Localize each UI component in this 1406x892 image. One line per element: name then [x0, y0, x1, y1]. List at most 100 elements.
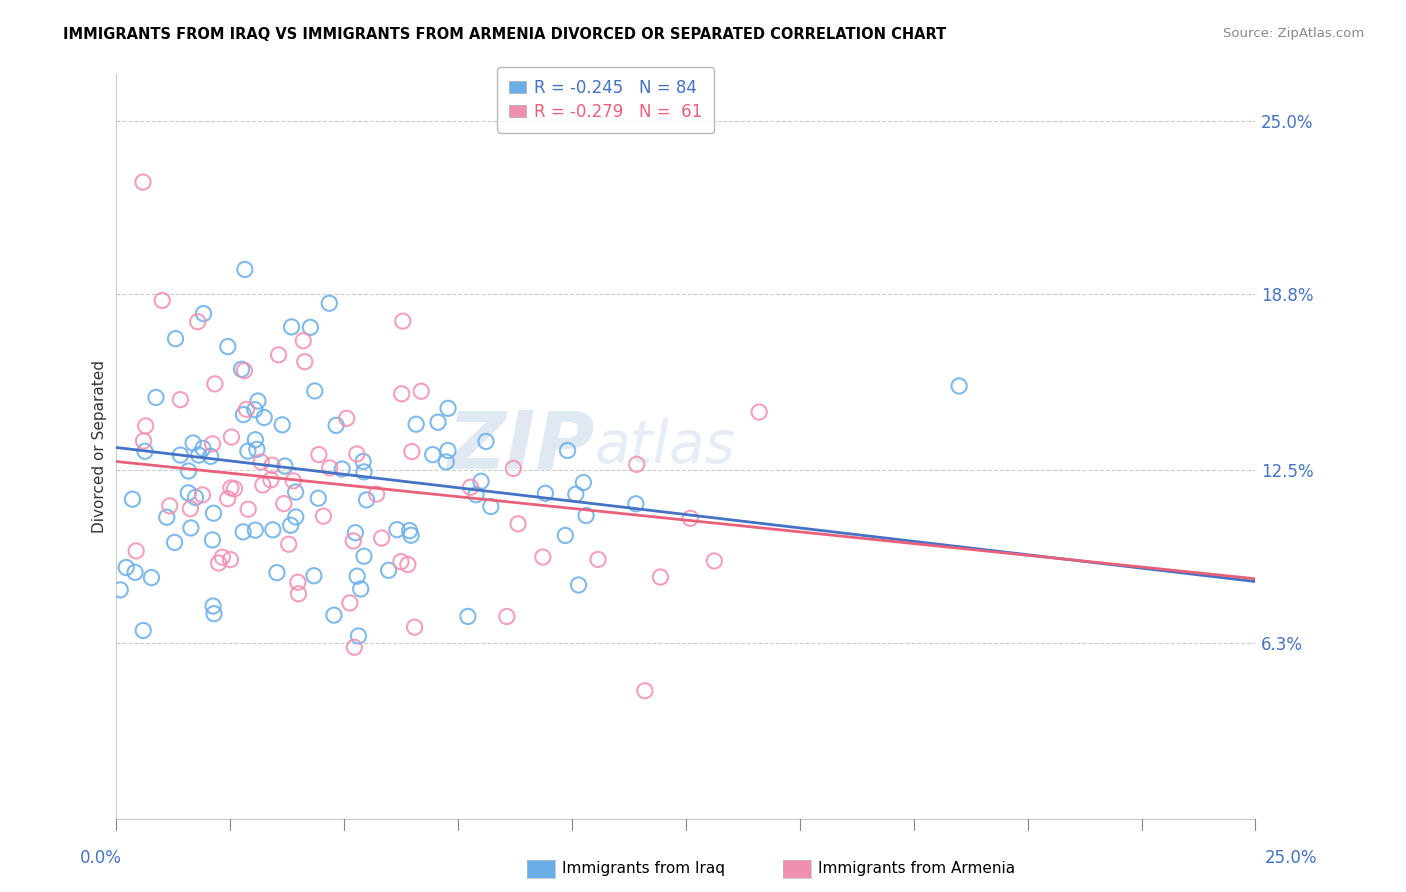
Point: [343, 640, 366, 655]
Text: 0.0%: 0.0%: [80, 849, 122, 867]
Point: [470, 475, 492, 489]
Point: [287, 587, 309, 601]
Point: [245, 523, 267, 537]
Point: [287, 575, 309, 590]
Point: [336, 411, 359, 425]
Point: [703, 554, 725, 568]
Point: [224, 482, 246, 496]
Text: Immigrants from Iraq: Immigrants from Iraq: [562, 862, 725, 876]
Point: [427, 415, 450, 429]
Point: [565, 487, 588, 501]
Point: [181, 436, 204, 450]
Point: [567, 578, 589, 592]
Point: [398, 524, 420, 538]
Point: [325, 418, 347, 433]
Point: [506, 516, 529, 531]
Point: [202, 607, 225, 621]
Point: [262, 523, 284, 537]
Point: [202, 599, 225, 613]
Point: [235, 402, 257, 417]
Point: [411, 384, 433, 399]
Point: [294, 355, 316, 369]
Point: [115, 560, 138, 574]
Point: [465, 488, 488, 502]
Point: [283, 474, 305, 488]
Point: [135, 418, 157, 433]
Point: [475, 434, 498, 449]
Point: [207, 556, 229, 570]
Point: [572, 475, 595, 490]
Point: [243, 402, 266, 417]
Point: [586, 552, 609, 566]
Point: [217, 491, 239, 506]
Point: [280, 319, 302, 334]
Point: [141, 571, 163, 585]
Point: [437, 401, 460, 416]
Point: [346, 447, 368, 461]
Point: [356, 492, 378, 507]
Point: [260, 458, 283, 473]
Point: [650, 570, 672, 584]
Point: [200, 450, 222, 464]
Point: [634, 683, 657, 698]
Point: [277, 537, 299, 551]
Point: [187, 315, 209, 329]
Point: [299, 320, 322, 334]
Point: [169, 392, 191, 407]
Point: [124, 566, 146, 580]
Point: [132, 434, 155, 448]
Point: [948, 379, 970, 393]
Point: [284, 510, 307, 524]
Point: [179, 501, 201, 516]
Point: [353, 465, 375, 479]
Point: [274, 458, 297, 473]
Point: [502, 461, 524, 475]
Text: atlas: atlas: [595, 418, 735, 475]
Point: [238, 502, 260, 516]
Point: [260, 473, 283, 487]
Point: [150, 293, 173, 308]
Point: [346, 569, 368, 583]
Point: [389, 555, 412, 569]
Point: [132, 624, 155, 638]
Point: [202, 506, 225, 520]
Y-axis label: Divorced or Separated: Divorced or Separated: [93, 360, 107, 533]
Point: [231, 362, 253, 376]
Text: 25.0%: 25.0%: [1265, 849, 1317, 867]
Point: [292, 334, 315, 348]
Point: [352, 454, 374, 468]
Point: [273, 497, 295, 511]
Point: [391, 314, 413, 328]
Point: [252, 478, 274, 492]
Point: [304, 384, 326, 398]
Point: [191, 488, 214, 502]
Point: [626, 458, 648, 472]
Point: [232, 408, 254, 422]
Point: [350, 582, 373, 596]
Point: [165, 332, 187, 346]
Point: [266, 566, 288, 580]
Point: [211, 550, 233, 565]
Point: [437, 443, 460, 458]
Point: [302, 568, 325, 582]
Point: [159, 499, 181, 513]
Text: Immigrants from Armenia: Immigrants from Armenia: [818, 862, 1015, 876]
Point: [217, 340, 239, 354]
Point: [554, 528, 576, 542]
Point: [180, 521, 202, 535]
Point: [404, 620, 426, 634]
Point: [246, 394, 269, 409]
Point: [534, 486, 557, 500]
Point: [307, 491, 329, 506]
Point: [366, 487, 388, 501]
Point: [232, 524, 254, 539]
Point: [344, 525, 367, 540]
Point: [267, 348, 290, 362]
Point: [377, 563, 399, 577]
Point: [250, 455, 273, 469]
Point: [679, 511, 702, 525]
Text: ZIP: ZIP: [447, 408, 595, 485]
Point: [110, 582, 132, 597]
Point: [145, 391, 167, 405]
Point: [245, 433, 267, 447]
